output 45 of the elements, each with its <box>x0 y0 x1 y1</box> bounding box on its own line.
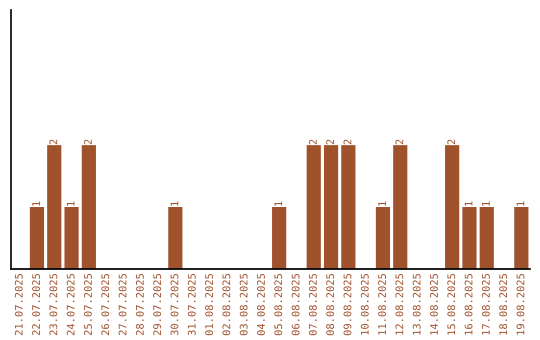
data-label: 1 <box>32 201 40 206</box>
data-label: 2 <box>395 140 404 144</box>
x-tick-label: 15.08.2025 <box>447 274 456 335</box>
data-label: 1 <box>66 201 74 206</box>
data-label: 2 <box>84 140 92 144</box>
x-tick-label: 14.08.2025 <box>430 274 438 335</box>
data-label: 1 <box>378 201 386 206</box>
x-tick-label: 30.07.2025 <box>170 274 178 336</box>
data-label: 1 <box>516 201 524 206</box>
x-tick-label: 08.08.2025 <box>326 274 334 336</box>
x-tick-label: 29.07.2025 <box>153 274 162 336</box>
x-tick-label: 23.07.2025 <box>49 274 58 336</box>
data-label: 1 <box>482 201 490 206</box>
data-label: 2 <box>49 140 58 144</box>
x-tick-label: 19.08.2025 <box>516 274 524 335</box>
x-tick-label: 16.08.2025 <box>464 274 472 335</box>
x-tick-label: 10.08.2025 <box>360 274 369 335</box>
data-label: 2 <box>447 140 456 144</box>
x-tick-label: 22.07.2025 <box>32 274 40 336</box>
x-tick-label: 02.08.2025 <box>222 274 230 336</box>
data-label: 2 <box>326 140 334 144</box>
x-tick-label: 09.08.2025 <box>344 274 352 336</box>
x-tick-label: 27.07.2025 <box>118 274 126 336</box>
x-tick-label: 12.08.2025 <box>395 274 404 335</box>
data-label: 1 <box>464 201 472 206</box>
data-label: 2 <box>308 140 317 144</box>
x-tick-label: 01.08.2025 <box>205 274 213 336</box>
data-label: 1 <box>274 201 282 206</box>
x-tick-label: 28.07.2025 <box>136 274 144 336</box>
x-tick-label: 13.08.2025 <box>412 274 421 335</box>
data-label: 1 <box>170 201 178 206</box>
x-tick-label: 25.07.2025 <box>84 274 92 336</box>
x-tick-label: 21.07.2025 <box>14 274 23 336</box>
data-label: 2 <box>344 140 352 144</box>
x-tick-label: 06.08.2025 <box>292 274 300 336</box>
x-tick-label: 24.07.2025 <box>66 274 75 336</box>
x-tick-label: 18.08.2025 <box>499 274 508 335</box>
x-tick-label: 26.07.2025 <box>101 274 110 336</box>
x-tick-label: 11.08.2025 <box>378 274 386 335</box>
x-tick-label: 31.07.2025 <box>188 274 196 336</box>
x-tick-label: 03.08.2025 <box>240 274 248 336</box>
x-tick-label: 17.08.2025 <box>482 274 490 335</box>
x-tick-label: 07.08.2025 <box>308 274 317 336</box>
x-tick-label: 04.08.2025 <box>257 274 265 336</box>
x-tick-label: 05.08.2025 <box>274 274 282 336</box>
